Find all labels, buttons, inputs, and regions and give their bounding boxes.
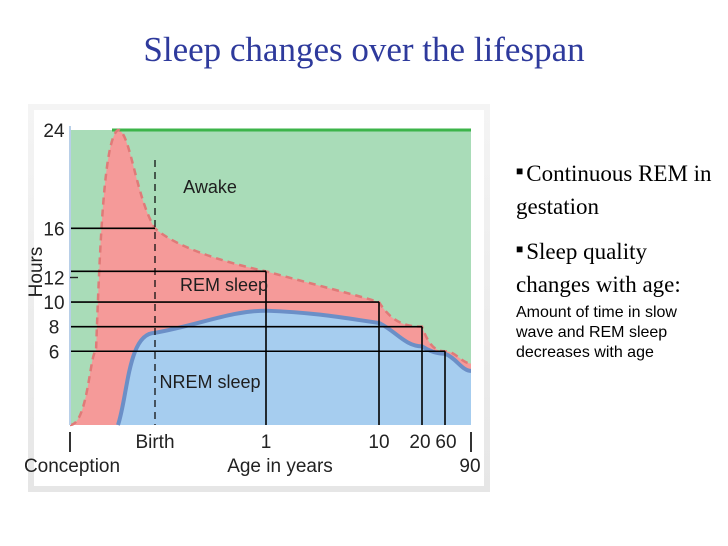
x-axis-label: Age in years [227, 456, 333, 477]
y-tick-label-6: 6 [49, 342, 60, 363]
bullet-marker-icon: ■ [516, 242, 524, 256]
slide-title: Sleep changes over the lifespan [143, 30, 585, 69]
bullet-list: ■ Continuous REM in gestation ■ Sleep qual… [516, 155, 716, 363]
y-tick-label-16: 16 [43, 219, 64, 240]
rem-sleep-label: REM sleep [180, 275, 268, 295]
y-tick-label-12: 12 [43, 269, 64, 290]
y-axis-label: Hours [26, 247, 47, 298]
nrem-boundary-curve [116, 308, 472, 426]
nrem-sleep-label: NREM sleep [159, 372, 260, 392]
y-tick-label-8: 8 [49, 318, 60, 339]
x-tick-label-90: 90 [459, 456, 480, 477]
bullet-sleep-quality: ■ Sleep quality changes with age: Amount … [516, 233, 716, 363]
left-margin-mask [36, 112, 70, 427]
bullet-continuous-rem: ■ Continuous REM in gestation [516, 161, 712, 219]
nrem-sleep-region [118, 310, 471, 425]
x-tick-label-60: 60 [435, 432, 456, 453]
bullet-marker-icon: ■ [516, 164, 524, 178]
x-tick-label-20: 20 [409, 432, 430, 453]
x-tick-label-1: 1 [261, 432, 272, 453]
bullet-subtext: Amount of time in slow wave and REM slee… [516, 304, 677, 361]
awake-label: Awake [183, 177, 237, 197]
y-tick-label-24: 24 [43, 121, 65, 142]
x-tick-label-10: 10 [368, 432, 389, 453]
x-tick-label-birth: Birth [135, 432, 174, 453]
y-tick-label-10: 10 [43, 293, 64, 314]
x-tick-label-conception: Conception [24, 456, 120, 477]
